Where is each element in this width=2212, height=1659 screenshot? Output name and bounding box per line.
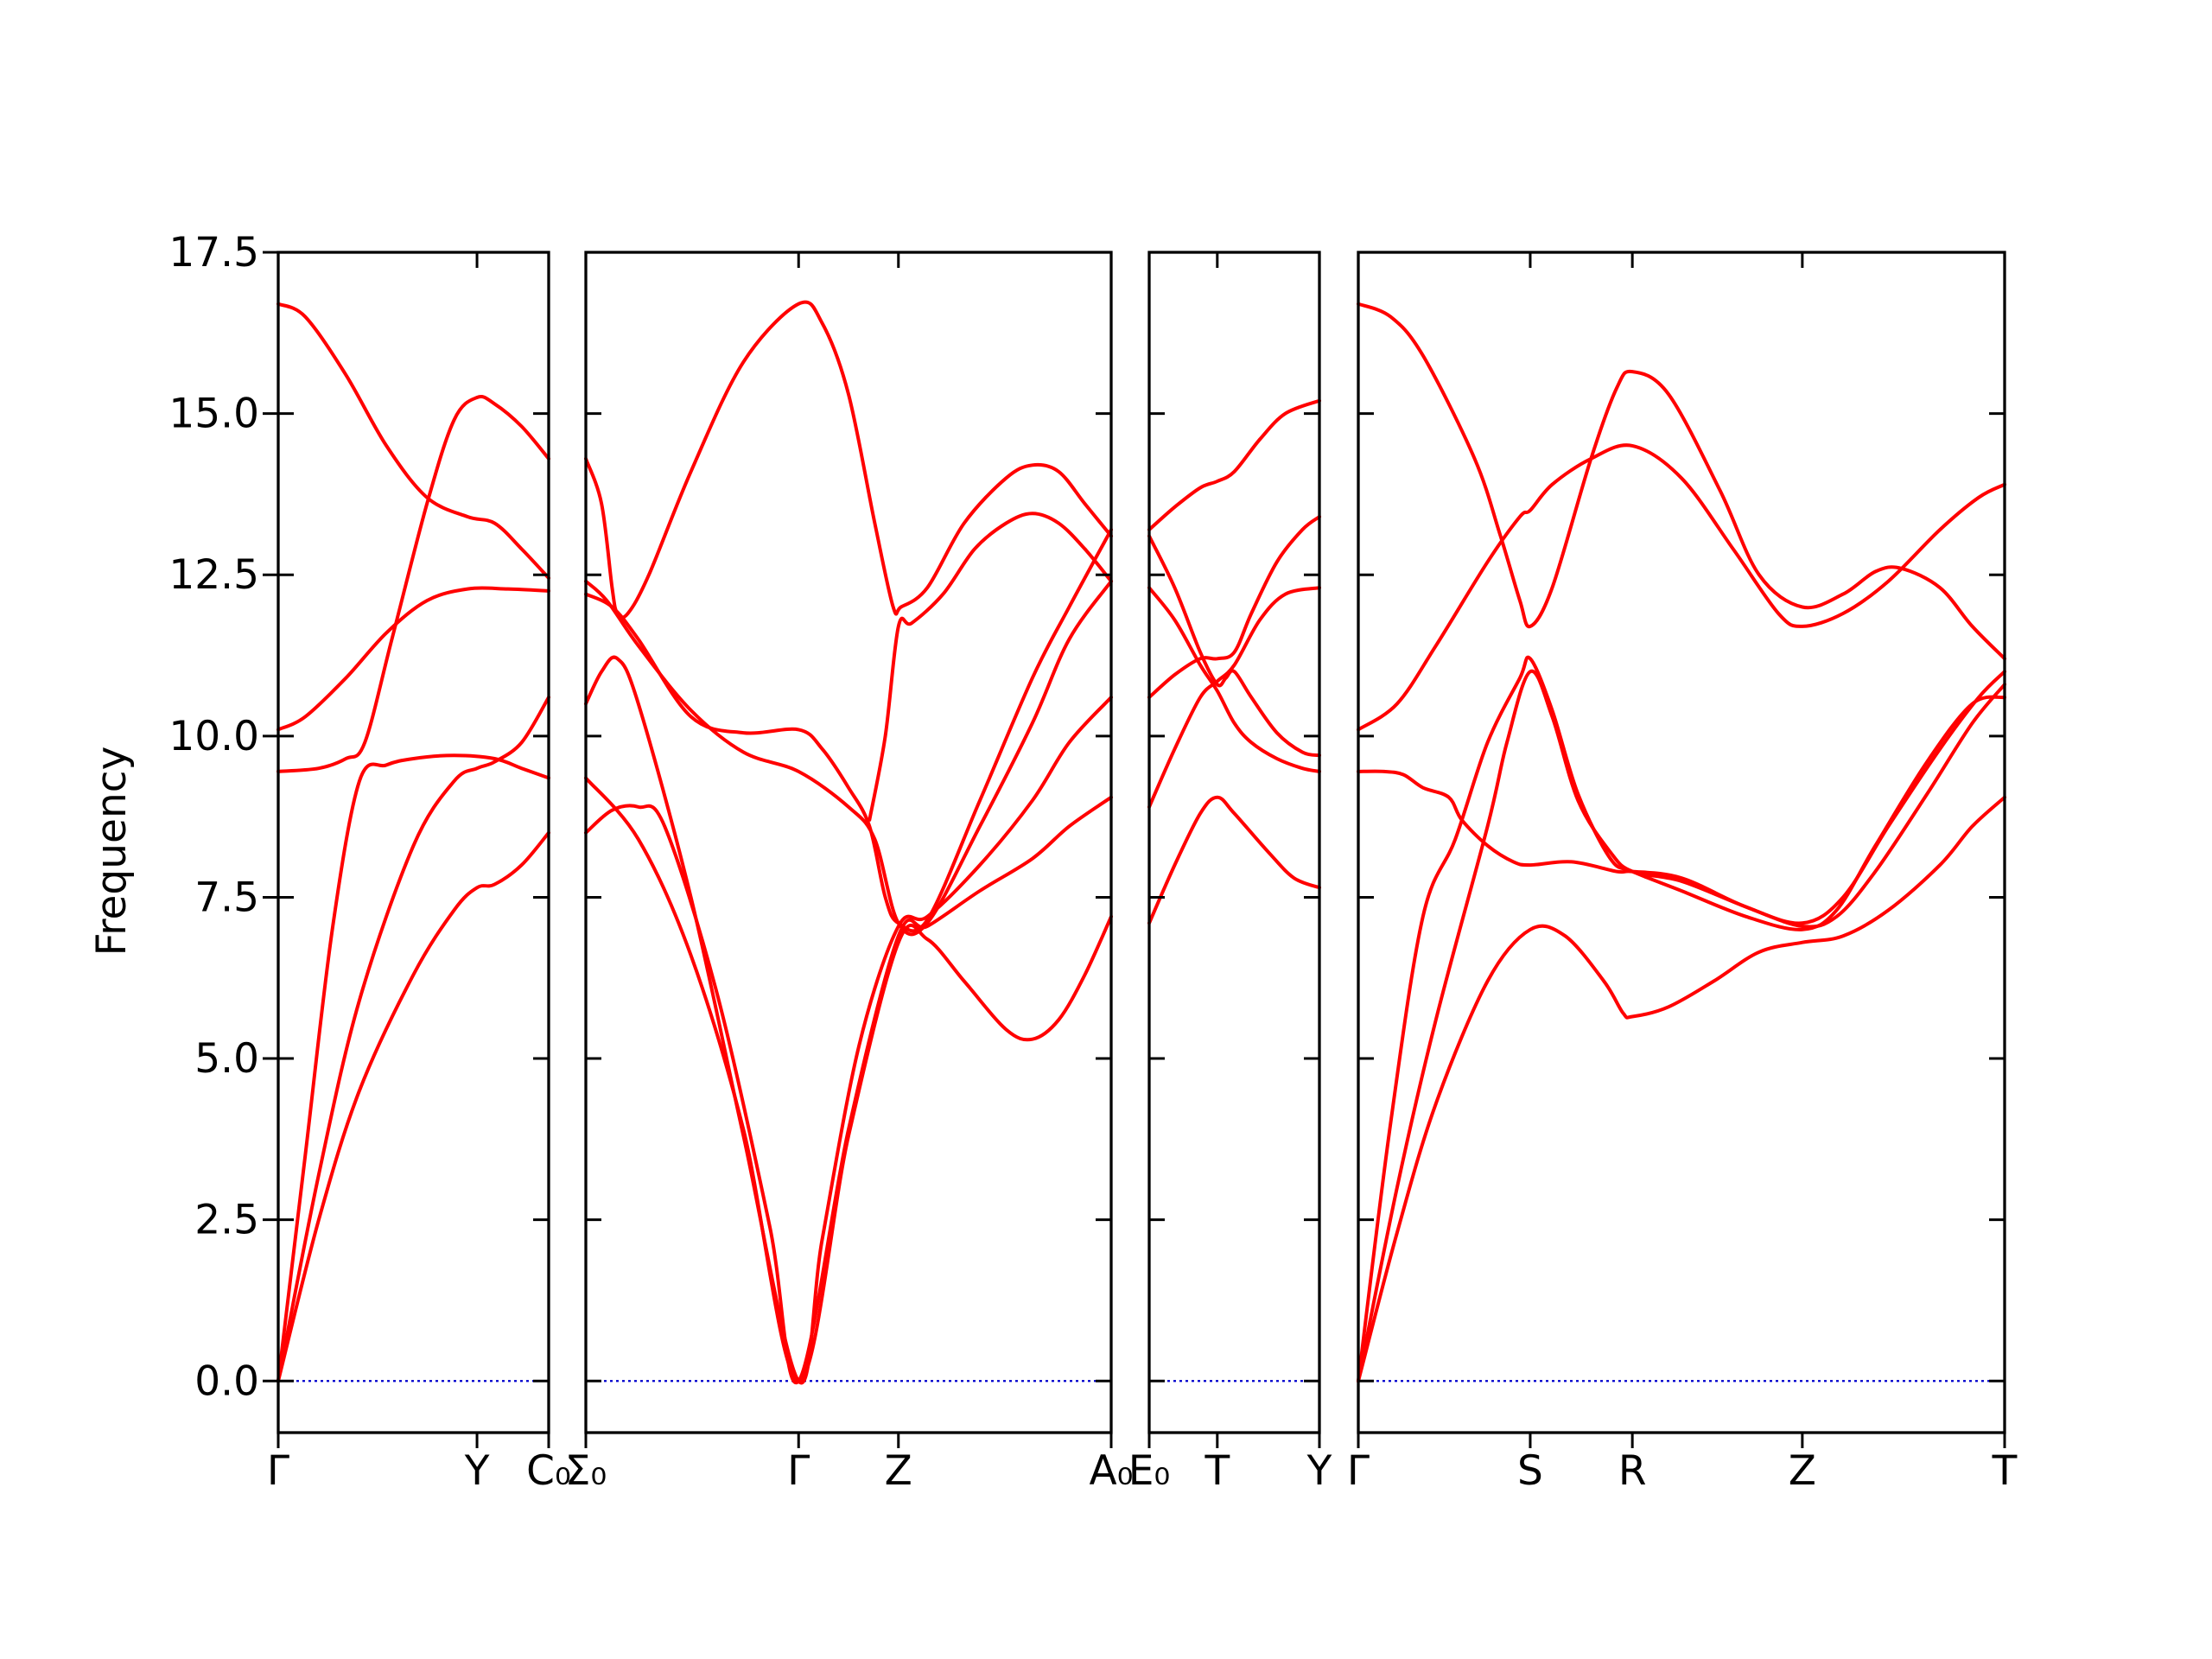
panel-frame (1147, 251, 1321, 1434)
x-tick-label: E₀ (1128, 1447, 1171, 1495)
phonon-band-1 (276, 830, 550, 1383)
x-tick-label: Z (1789, 1447, 1816, 1495)
phonon-band-3 (1147, 515, 1321, 699)
phonon-band-5 (1357, 443, 2006, 732)
phonon-band-2 (1357, 669, 2006, 1383)
y-tick-label: 5.0 (194, 1035, 259, 1083)
phonon-band-6 (276, 302, 550, 580)
x-tick-label: T (1204, 1447, 1230, 1495)
x-tick-label: T (1992, 1447, 2018, 1495)
y-tick-label: 10.0 (168, 713, 259, 760)
y-tick-label: 12.5 (168, 551, 259, 599)
phonon-band-4 (276, 753, 550, 1383)
x-tick-label: Σ₀ (565, 1447, 607, 1495)
phonon-band-7 (868, 512, 1113, 822)
phonon-band-1 (584, 776, 1113, 1383)
phonon-band-3 (276, 395, 550, 773)
phonon-band-4 (1357, 670, 2006, 925)
phonon-band-2 (584, 795, 1113, 1385)
x-tick-label: Γ (1347, 1447, 1370, 1495)
y-tick-label: 2.5 (194, 1197, 259, 1244)
x-tick-label: Γ (787, 1447, 810, 1495)
y-tick-label: 7.5 (194, 874, 259, 921)
phonon-band-1 (1147, 795, 1321, 925)
y-axis-label: Frequency (88, 747, 136, 957)
x-tick-label: Γ (267, 1447, 289, 1495)
y-tick-label: 17.5 (168, 229, 259, 276)
phonon-band-5 (584, 528, 1113, 933)
panel-1: 0.0 2.5 5.0 7.5 10.0 12.5 15.0 17.5 Γ Y C₀ (168, 229, 570, 1495)
phonon-band-6 (584, 300, 1113, 620)
panel-frame (584, 251, 1113, 1434)
phonon-band-4 (584, 579, 1113, 937)
phonon-band-1 (1357, 795, 2006, 1383)
x-tick-label: Y (1306, 1447, 1332, 1495)
panel-3: E₀ T Y (1128, 251, 1332, 1495)
panel-frame (276, 251, 550, 1434)
x-tick-label: S (1517, 1447, 1543, 1495)
panel-frame (1357, 251, 2006, 1434)
panel-2: Σ₀ Γ Z A₀ (565, 251, 1134, 1495)
y-tick-label: 0.0 (194, 1357, 259, 1405)
x-tick-label: C₀ (526, 1447, 571, 1495)
x-tick-label: R (1618, 1447, 1647, 1495)
phonon-band-4 (1147, 586, 1321, 773)
phonon-band-5 (1147, 534, 1321, 758)
x-tick-label: A₀ (1090, 1447, 1134, 1495)
phonon-band-2 (1147, 586, 1321, 809)
phonon-band-6 (1147, 398, 1321, 531)
x-tick-label: Y (464, 1447, 490, 1495)
phonon-band-3 (584, 655, 1113, 1385)
x-tick-label: Z (885, 1447, 912, 1495)
phonon-band-3 (1357, 655, 2006, 1383)
phonon-band-5 (276, 586, 550, 732)
phonon-band-6 (1357, 302, 2006, 661)
y-tick-label: 15.0 (168, 391, 259, 438)
